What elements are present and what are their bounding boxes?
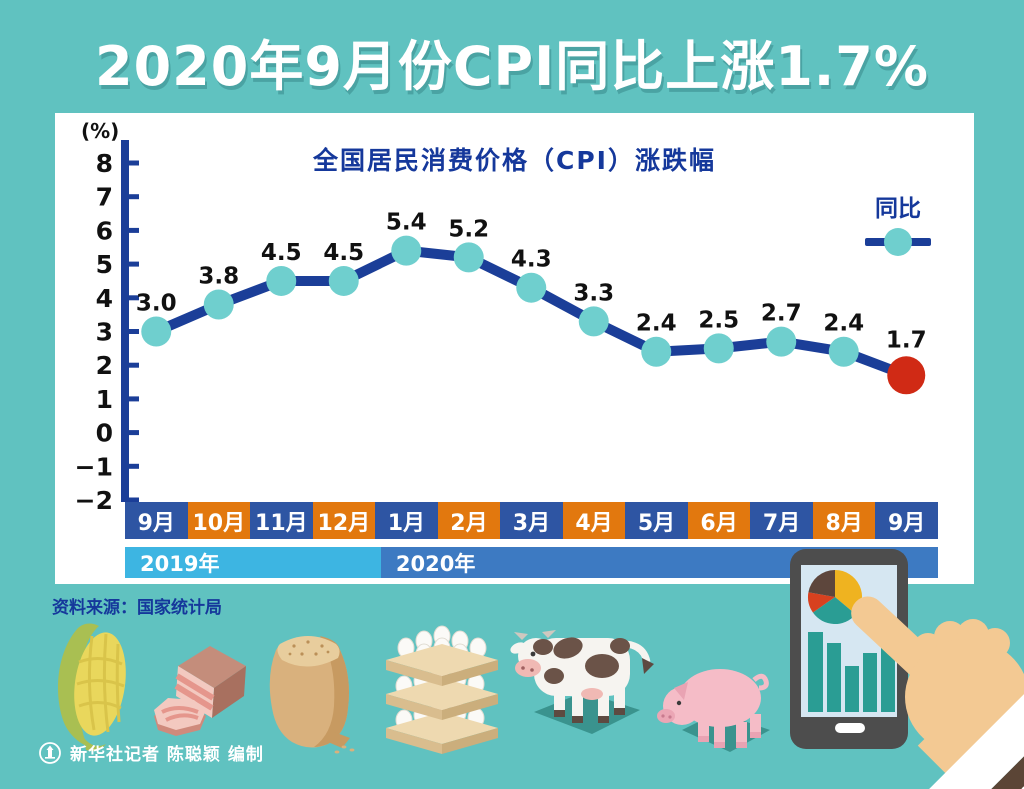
- xinhua-logo-icon: [39, 741, 61, 764]
- y-axis-tick: [129, 295, 139, 301]
- month-cell: 1月: [375, 502, 438, 539]
- value-label: 5.2: [448, 216, 489, 242]
- y-axis-label: 5: [96, 250, 113, 279]
- data-point: [328, 265, 359, 296]
- egg-trays-icon: [386, 625, 498, 754]
- value-label: 4.3: [511, 247, 552, 273]
- month-cell: 8月: [812, 502, 876, 539]
- month-cell: 6月: [687, 502, 751, 539]
- data-point: [828, 336, 859, 367]
- y-axis-label: 8: [96, 149, 113, 178]
- y-axis-label: 2: [96, 351, 113, 380]
- value-label: 3.8: [198, 264, 239, 290]
- month-cell: 3月: [500, 502, 563, 539]
- y-axis-label: −1: [75, 452, 113, 481]
- y-axis-tick: [129, 396, 139, 402]
- y-axis-label: 0: [96, 419, 113, 448]
- pig-icon: [657, 669, 770, 752]
- month-cell: 4月: [562, 502, 626, 539]
- y-axis-tick: [129, 160, 139, 166]
- y-axis-tick: [129, 497, 139, 503]
- chart-legend: 同比: [850, 189, 946, 257]
- value-label: 2.4: [823, 311, 864, 337]
- legend-marker-icon: [865, 228, 931, 256]
- month-cell: 5月: [625, 502, 688, 539]
- y-axis-tick: [129, 463, 139, 469]
- egg-layer-top: [386, 625, 498, 686]
- y-axis-tick: [129, 194, 139, 200]
- data-point: [203, 289, 234, 320]
- data-point: [641, 336, 672, 367]
- value-label: 4.5: [261, 240, 302, 266]
- data-point: [391, 235, 422, 266]
- smartphone-hand-graphic: [790, 549, 1024, 789]
- month-cell: 9月: [875, 502, 938, 539]
- credit-line: 新华社记者 陈聪颖 编制: [38, 740, 264, 765]
- data-point: [766, 326, 797, 357]
- value-label: 2.4: [636, 311, 677, 337]
- data-point: [453, 242, 484, 273]
- value-label: 4.5: [323, 240, 364, 266]
- chart-title: 全国居民消费价格（CPI）涨跌幅: [313, 146, 716, 175]
- data-source-note: 资料来源：国家统计局: [52, 598, 222, 618]
- year-band: 2019年: [125, 547, 381, 578]
- x-axis-month-row: 9月 10月 11月 12月 1月 2月 3月 4月 5月 6月 7月 8月 9月: [125, 502, 938, 539]
- y-axis-label: 3: [96, 318, 113, 347]
- value-label: 3.3: [573, 280, 614, 306]
- cow-icon: [510, 630, 654, 734]
- month-cell: 9月: [125, 502, 188, 539]
- hand-icon: [851, 596, 1024, 789]
- page-title: 2020年9月份CPI同比上涨1.7%: [95, 35, 929, 98]
- data-point: [266, 265, 297, 296]
- pork-meat-icon: [154, 646, 246, 736]
- y-axis-label: −2: [75, 486, 113, 515]
- y-axis-label: 1: [96, 385, 113, 414]
- value-label: 1.7: [886, 327, 927, 353]
- y-axis-tick: [129, 329, 139, 334]
- value-label: 3.0: [136, 291, 177, 317]
- y-axis-unit-label: (%): [81, 119, 120, 143]
- grain-sack-icon: [269, 636, 355, 754]
- data-point: [141, 316, 172, 347]
- y-axis-label: 4: [96, 284, 113, 313]
- y-axis-label: 6: [96, 216, 113, 245]
- month-cell: 11月: [250, 502, 313, 539]
- month-cell: 2月: [437, 502, 501, 539]
- data-point: [516, 272, 547, 303]
- y-axis-tick: [129, 261, 139, 267]
- cpi-line-chart: 8 7 6 5 4 3 2 1 0 −1 −2 3.0 3.8 4.5 4.5 5.4 5.2 4.3 3.3 2.4…: [75, 140, 927, 515]
- y-axis-tick: [129, 227, 139, 233]
- credit-text: 新华社记者 陈聪颖 编制: [70, 745, 264, 765]
- legend-label: 同比: [875, 196, 921, 222]
- chart-panel: 8 7 6 5 4 3 2 1 0 −1 −2 3.0 3.8 4.5 4.5 5.4 5.2 4.3 3.3 2.4…: [55, 113, 974, 584]
- month-cell: 12月: [312, 502, 376, 539]
- x-axis-year-row: 2019年 2020年: [125, 547, 938, 578]
- value-label: 5.4: [386, 210, 427, 236]
- value-label: 2.7: [761, 301, 802, 327]
- y-axis-tick: [129, 430, 139, 436]
- bar-chart-icon: [808, 632, 895, 712]
- data-point: [578, 306, 609, 337]
- corn-icon: [58, 623, 126, 752]
- data-point: [703, 333, 734, 364]
- y-axis-line: [121, 140, 129, 502]
- data-point-highlight: [887, 356, 926, 395]
- value-label: 2.5: [698, 307, 739, 333]
- month-cell: 7月: [750, 502, 813, 539]
- y-axis-tick: [129, 362, 139, 368]
- month-cell: 10月: [187, 502, 251, 539]
- y-axis-label: 7: [96, 183, 113, 212]
